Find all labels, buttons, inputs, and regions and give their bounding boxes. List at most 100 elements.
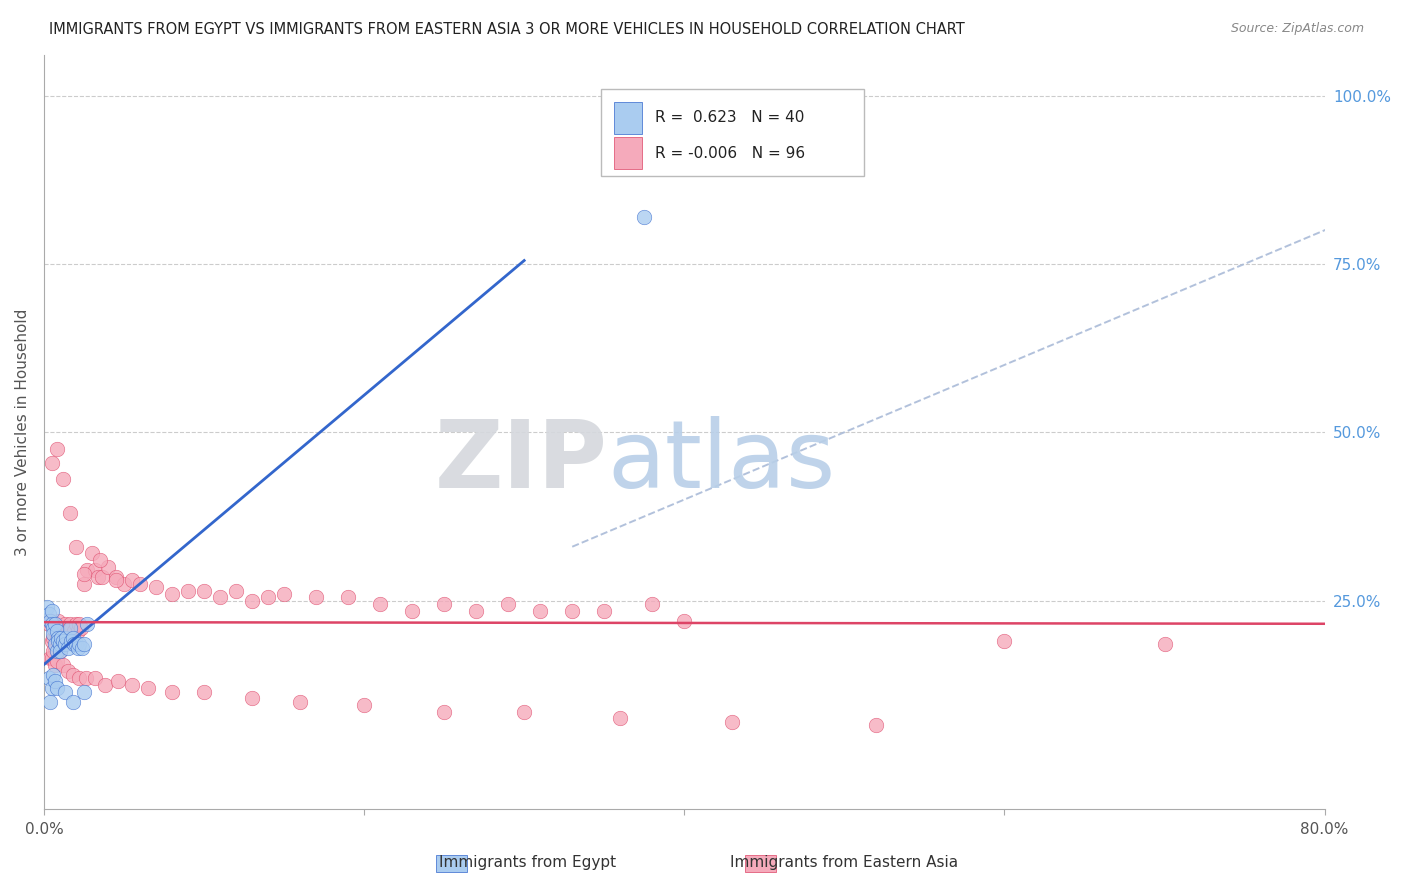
Point: [60, 621, 83, 635]
Point: [42, 667, 65, 681]
Point: [60, 634, 83, 648]
Point: [69, 621, 91, 635]
Point: [62, 631, 84, 645]
Point: [46, 634, 69, 648]
Point: [87, 570, 110, 584]
Point: [208, 591, 231, 605]
Point: [433, 705, 456, 719]
Point: [66, 640, 89, 655]
Point: [65, 637, 87, 651]
Point: [496, 597, 519, 611]
Point: [63, 637, 86, 651]
Text: Immigrants from Egypt: Immigrants from Egypt: [439, 855, 616, 870]
Point: [337, 591, 360, 605]
Point: [433, 597, 456, 611]
Point: [49, 637, 72, 651]
Point: [107, 674, 129, 689]
Y-axis label: 3 or more Vehicles in Household: 3 or more Vehicles in Household: [15, 309, 30, 556]
Point: [62, 631, 84, 645]
Point: [288, 695, 311, 709]
Point: [38, 617, 60, 632]
Point: [593, 604, 616, 618]
Point: [45, 654, 67, 668]
Point: [84, 563, 107, 577]
Point: [76, 563, 98, 577]
Point: [38, 671, 60, 685]
Point: [76, 617, 98, 632]
Point: [561, 604, 583, 618]
Point: [38, 607, 60, 621]
Point: [73, 684, 96, 698]
Point: [52, 631, 75, 645]
Point: [673, 614, 696, 628]
Point: [49, 644, 72, 658]
Point: [41, 634, 63, 648]
Point: [45, 442, 67, 456]
Point: [42, 631, 65, 645]
Point: [44, 624, 66, 638]
Point: [49, 621, 72, 635]
Text: IMMIGRANTS FROM EGYPT VS IMMIGRANTS FROM EASTERN ASIA 3 OR MORE VEHICLES IN HOUS: IMMIGRANTS FROM EGYPT VS IMMIGRANTS FROM…: [49, 22, 965, 37]
Point: [39, 695, 62, 709]
Point: [53, 617, 76, 632]
Point: [58, 506, 80, 520]
Point: [49, 644, 72, 658]
Point: [160, 684, 183, 698]
Point: [56, 624, 79, 638]
Point: [63, 624, 86, 638]
Point: [121, 574, 143, 588]
Point: [193, 684, 215, 698]
Point: [73, 566, 96, 581]
Point: [193, 583, 215, 598]
Point: [51, 637, 73, 651]
Point: [67, 671, 90, 685]
Point: [55, 631, 77, 645]
Point: [44, 674, 66, 689]
Point: [240, 593, 263, 607]
Point: [56, 640, 79, 655]
Point: [104, 570, 127, 584]
Point: [121, 678, 143, 692]
Point: [39, 650, 62, 665]
Point: [465, 604, 488, 618]
Point: [45, 681, 67, 695]
Point: [97, 560, 120, 574]
Point: [273, 587, 295, 601]
Point: [44, 657, 66, 672]
Point: [52, 657, 75, 672]
Point: [45, 621, 67, 635]
Point: [44, 644, 66, 658]
Point: [84, 671, 107, 685]
Point: [58, 617, 80, 632]
Point: [513, 705, 536, 719]
Text: R = -0.006   N = 96: R = -0.006 N = 96: [655, 145, 806, 161]
Point: [353, 698, 375, 712]
Point: [721, 714, 744, 729]
Point: [49, 631, 72, 645]
Text: Source: ZipAtlas.com: Source: ZipAtlas.com: [1230, 22, 1364, 36]
Point: [51, 624, 73, 638]
Point: [90, 570, 112, 584]
Point: [73, 576, 96, 591]
Point: [177, 583, 200, 598]
Point: [1153, 637, 1175, 651]
Point: [75, 671, 97, 685]
Point: [35, 600, 58, 615]
Point: [46, 614, 69, 628]
Point: [58, 621, 80, 635]
Point: [41, 614, 63, 628]
Bar: [614, 137, 643, 169]
Point: [42, 617, 65, 632]
Point: [993, 634, 1015, 648]
Text: ZIP: ZIP: [434, 417, 607, 508]
Point: [104, 574, 127, 588]
Point: [609, 711, 631, 725]
Point: [529, 604, 551, 618]
Point: [56, 665, 79, 679]
Point: [65, 617, 87, 632]
Point: [42, 621, 65, 635]
Point: [52, 634, 75, 648]
Point: [42, 627, 65, 641]
Point: [66, 624, 89, 638]
Point: [401, 604, 423, 618]
